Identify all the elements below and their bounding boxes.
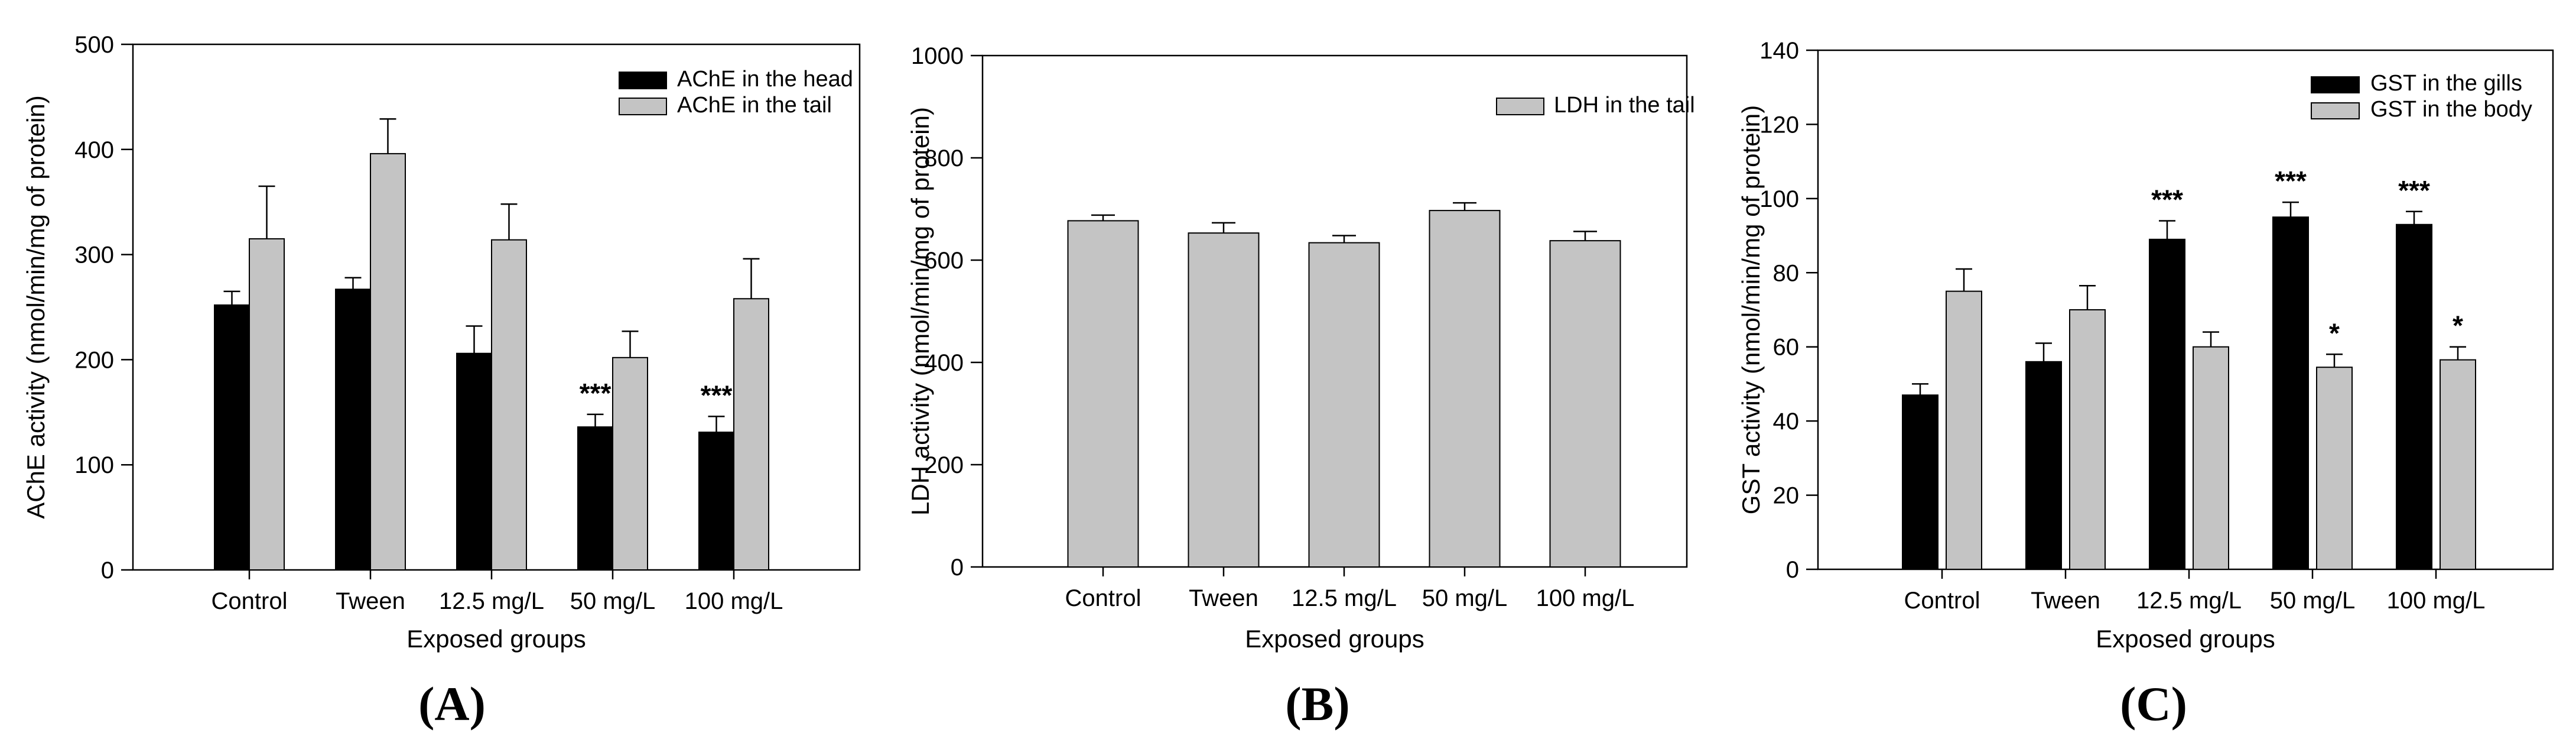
ache-bar-chart: 0 100 200 300 400 500 Control Tween 12.5 mg/L 50 … (22, 32, 861, 653)
y-tick-label: 80 (1773, 260, 1800, 286)
bar (733, 298, 769, 571)
y-tick-label: 200 (74, 347, 114, 373)
significance-marker: *** (2398, 175, 2430, 206)
bar (1188, 232, 1260, 568)
y-tick-label: 140 (1759, 38, 1799, 64)
y-axis-title: LDH activity (nmol/min/mg of protein) (906, 107, 934, 516)
legend-label: AChE in the head (677, 67, 853, 92)
y-tick-label: 1000 (911, 43, 964, 69)
legend-label: AChE in the tail (677, 93, 832, 118)
bar (2069, 309, 2106, 570)
bar (2025, 361, 2062, 570)
bar (370, 153, 406, 571)
x-tick-label: 100 mg/L (2387, 588, 2486, 614)
bar (1549, 240, 1621, 568)
bar (249, 238, 285, 571)
bar (1902, 394, 1938, 570)
x-tick-label: 12.5 mg/L (2136, 588, 2242, 614)
y-axis-title: GST activity (nmol/min/mg of protein) (1737, 105, 1765, 514)
x-tick-label: Control (1904, 588, 1980, 614)
chart-panel-a: 0 100 200 300 400 500 Control Tween 12.5 mg/L 50 … (0, 0, 904, 752)
significance-marker: *** (2275, 166, 2307, 196)
bar (698, 432, 734, 571)
y-tick-label: 0 (951, 555, 964, 581)
bar (491, 239, 527, 571)
x-tick-label: Tween (336, 588, 405, 614)
significance-marker: *** (2151, 184, 2183, 215)
y-tick-label: 400 (924, 350, 964, 376)
y-tick-label: 100 (74, 452, 114, 478)
bar (577, 426, 613, 571)
bar (612, 356, 648, 571)
chart-panel-c: 0 20 40 60 80 100 120 140 Control Tween 12.5 mg/L 5… (1731, 0, 2576, 752)
y-axis-title: AChE activity (nmol/min/mg of protein) (22, 95, 50, 519)
legend-label: LDH in the tail (1554, 93, 1695, 118)
x-tick-label: 50 mg/L (2270, 588, 2356, 614)
y-tick-label: 0 (1786, 557, 1799, 583)
bar (2316, 367, 2353, 570)
panel-letter-a: (A) (418, 677, 486, 731)
bar (1946, 290, 1982, 570)
x-axis-title: Exposed groups (1245, 625, 1424, 653)
legend-swatch (2311, 102, 2360, 119)
y-tick-label: 400 (74, 137, 114, 163)
legend-label: GST in the gills (2370, 71, 2522, 96)
y-tick-label: 100 (1759, 186, 1799, 212)
x-axis-title: Exposed groups (406, 625, 586, 653)
y-tick-label: 200 (924, 452, 964, 478)
legend-swatch (619, 98, 667, 115)
ldh-bar-chart: 0 200 400 600 800 1000 Control Tween 12.5 mg/L 50… (906, 43, 1695, 653)
chart-panel-b: 0 200 400 600 800 1000 Control Tween 12.5 mg/L 50… (904, 0, 1731, 752)
significance-marker: *** (580, 378, 612, 409)
gst-bar-chart: 0 20 40 60 80 100 120 140 Control Tween 12.5 mg/L 5… (1737, 38, 2554, 653)
significance-marker: *** (701, 380, 733, 410)
panel-letter-b: (B) (1285, 677, 1350, 731)
significance-marker: * (2329, 317, 2340, 348)
y-tick-label: 60 (1773, 335, 1800, 361)
bar (2440, 359, 2476, 571)
y-tick-label: 20 (1773, 483, 1800, 509)
bar (214, 304, 250, 571)
bar (335, 289, 371, 571)
y-tick-label: 40 (1773, 409, 1800, 435)
x-tick-label: 50 mg/L (570, 588, 656, 614)
panel-letter-c: (C) (2120, 677, 2187, 731)
x-tick-label: Tween (2031, 588, 2100, 614)
bar (2193, 346, 2229, 570)
y-tick-label: 120 (1759, 112, 1799, 138)
bar (456, 352, 492, 571)
bar (1067, 220, 1139, 568)
y-tick-label: 300 (74, 242, 114, 268)
legend-label: GST in the body (2370, 97, 2532, 122)
y-tick-label: 800 (924, 145, 964, 171)
x-tick-label: 50 mg/L (1422, 585, 1508, 611)
y-tick-label: 0 (101, 557, 114, 584)
x-axis-title: Exposed groups (2096, 625, 2275, 653)
x-tick-label: Tween (1189, 585, 1258, 611)
bar (2396, 223, 2432, 570)
legend-swatch (2311, 76, 2360, 93)
legend-swatch (619, 72, 667, 89)
bar (1308, 242, 1380, 568)
x-tick-label: Control (1065, 585, 1141, 611)
x-tick-label: Control (212, 588, 288, 614)
x-tick-label: 100 mg/L (685, 588, 783, 614)
legend-swatch (1496, 98, 1544, 115)
bar (2272, 216, 2309, 570)
x-tick-label: 12.5 mg/L (1292, 585, 1397, 611)
bar (2149, 238, 2185, 571)
x-tick-label: 100 mg/L (1536, 585, 1635, 611)
x-tick-label: 12.5 mg/L (439, 588, 544, 614)
bar (1429, 210, 1501, 568)
significance-marker: * (2453, 310, 2463, 341)
y-tick-label: 500 (74, 32, 114, 58)
y-tick-label: 600 (924, 248, 964, 274)
